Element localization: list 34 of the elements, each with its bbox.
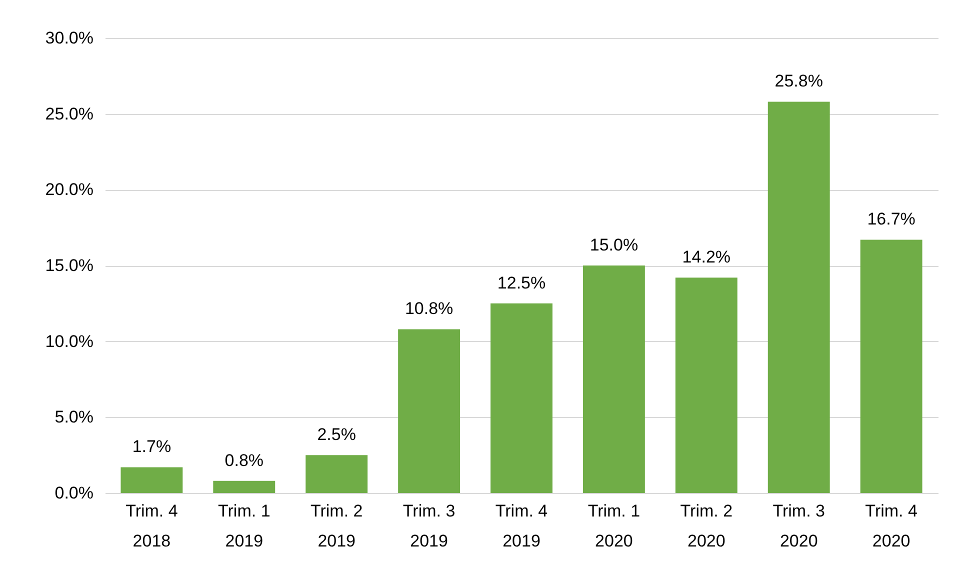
y-tick-label: 0.0% bbox=[54, 484, 94, 502]
x-tick-label: Trim. 1 2020 bbox=[588, 502, 640, 550]
x-tick-label: Trim. 2 2020 bbox=[680, 502, 733, 550]
data-label: 15.0% bbox=[590, 236, 638, 254]
bar bbox=[213, 480, 276, 493]
x-tick-label: Trim. 3 2020 bbox=[772, 502, 825, 550]
x-tick-label: Trim. 4 2019 bbox=[495, 502, 548, 550]
y-tick-label: 30.0% bbox=[45, 28, 94, 48]
y-tick-label: 15.0% bbox=[45, 256, 94, 275]
data-label: 1.7% bbox=[132, 437, 172, 456]
y-tick-label: 5.0% bbox=[54, 408, 94, 427]
bar bbox=[582, 266, 645, 493]
data-label: 14.2% bbox=[682, 248, 731, 267]
data-label: 12.5% bbox=[497, 273, 546, 292]
bar bbox=[675, 278, 738, 493]
data-label: 0.8% bbox=[224, 450, 264, 470]
x-tick-label: Trim. 4 2018 bbox=[126, 502, 178, 550]
y-tick-label: 10.0% bbox=[45, 332, 94, 351]
data-label: 25.8% bbox=[774, 72, 823, 91]
x-tick-label: Trim. 1 2019 bbox=[218, 502, 270, 550]
bar bbox=[306, 455, 368, 493]
data-label: 2.5% bbox=[317, 425, 356, 444]
y-tick-label: 20.0% bbox=[45, 180, 94, 200]
bar bbox=[490, 303, 552, 493]
x-tick-label: Trim. 2 2019 bbox=[310, 502, 363, 550]
bar bbox=[768, 102, 830, 493]
x-tick-label: Trim. 3 2019 bbox=[402, 502, 456, 550]
bar bbox=[120, 467, 183, 493]
bar bbox=[860, 240, 922, 493]
bar bbox=[398, 329, 460, 493]
x-tick-label: Trim. 4 2020 bbox=[865, 502, 918, 550]
data-label: 10.8% bbox=[404, 299, 454, 318]
data-label: 16.7% bbox=[867, 210, 916, 229]
y-tick-label: 25.0% bbox=[45, 104, 94, 124]
